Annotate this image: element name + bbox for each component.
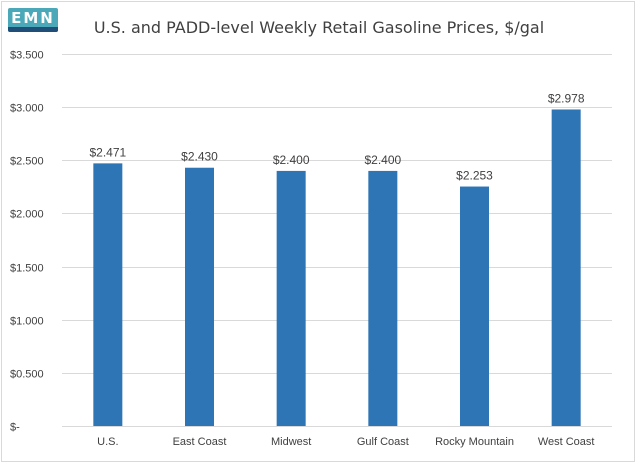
- y-tick-label: $3.000: [10, 103, 44, 115]
- data-label: $2.430: [181, 150, 218, 164]
- x-tick-label: West Coast: [538, 436, 595, 448]
- chart-title: U.S. and PADD-level Weekly Retail Gasoli…: [93, 18, 545, 37]
- data-label: $2.471: [89, 145, 126, 159]
- y-tick-label: $2.500: [10, 156, 44, 168]
- y-tick-label: $1.500: [10, 263, 44, 275]
- bar: [368, 170, 398, 426]
- bar: [185, 167, 214, 426]
- x-tick-label: Midwest: [271, 436, 311, 448]
- x-tick-label: U.S.: [97, 436, 118, 448]
- data-label: $2.978: [548, 91, 585, 105]
- bar: [276, 170, 306, 426]
- y-tick-label: $0.500: [10, 369, 44, 381]
- data-label: $2.400: [273, 153, 310, 167]
- data-label: $2.400: [364, 153, 401, 167]
- data-label: $2.253: [456, 169, 493, 183]
- y-tick-label: $3.500: [10, 50, 44, 62]
- bar: [93, 163, 123, 427]
- x-tick-label: East Coast: [173, 436, 227, 448]
- logo-icon: EMN: [8, 8, 58, 32]
- y-tick-label: $1.000: [10, 316, 44, 328]
- x-tick-label: Rocky Mountain: [435, 436, 514, 448]
- y-tick-label: $2.000: [10, 209, 44, 221]
- bar: [460, 186, 489, 426]
- x-tick-label: Gulf Coast: [357, 436, 409, 448]
- y-tick-label: $-: [10, 422, 20, 434]
- bar: [551, 109, 581, 426]
